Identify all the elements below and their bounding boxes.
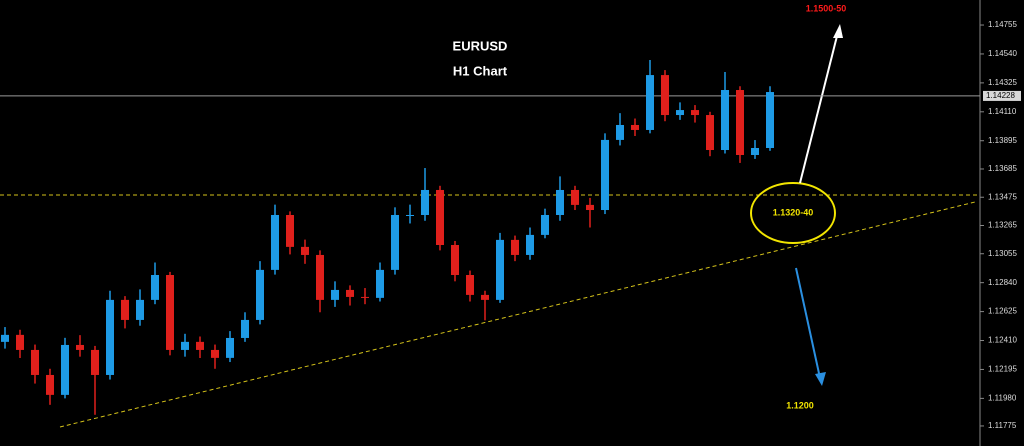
candle-body (46, 374, 54, 395)
trend-line (59, 201, 976, 428)
candle-body (391, 214, 399, 270)
annotation: 1.1320-40 (773, 207, 814, 217)
candle-body (661, 75, 669, 116)
y-tick-label: 1.13055 (988, 249, 1017, 258)
y-tick-label: 1.12840 (988, 278, 1017, 287)
candle-body (166, 274, 174, 350)
candle-body (1, 334, 9, 342)
candle-body (196, 341, 204, 350)
candle-body (571, 189, 579, 205)
y-tick-label: 1.14755 (988, 20, 1017, 29)
up-arrow (799, 24, 843, 184)
candle-body (751, 147, 759, 155)
y-tick-label: 1.14110 (988, 107, 1017, 116)
chart-subtitle: H1 Chart (453, 63, 508, 78)
candle-body (361, 296, 369, 298)
candle-body (271, 214, 279, 270)
candle-body (541, 214, 549, 235)
candle-body (61, 344, 69, 395)
y-tick-label: 1.11775 (988, 421, 1017, 430)
y-tick-label: 1.14540 (988, 49, 1017, 58)
candle-body (106, 299, 114, 375)
candle-body (241, 319, 249, 338)
candle-body (451, 244, 459, 275)
candle-body (376, 269, 384, 298)
last-price-box (983, 90, 1021, 101)
candle-body (481, 294, 489, 300)
candle-body (76, 344, 84, 350)
candle-body (616, 124, 624, 140)
candle-body (331, 289, 339, 300)
y-tick-label: 1.12625 (988, 307, 1017, 316)
y-tick-label: 1.13265 (988, 221, 1017, 230)
y-tick-label: 1.12410 (988, 336, 1017, 345)
candle-body (301, 246, 309, 255)
candle-body (151, 274, 159, 300)
candle-body (421, 189, 429, 215)
annotation: 1.1500-50 (806, 3, 847, 13)
support-circle (750, 182, 836, 244)
candle-body (631, 124, 639, 130)
annotation: 1.1200 (786, 400, 814, 410)
candle-body (211, 349, 219, 358)
candle-body (136, 299, 144, 320)
candle-body (436, 189, 444, 245)
candle-body (646, 75, 654, 130)
candle-body (676, 110, 684, 116)
y-tick-label: 1.13475 (988, 192, 1017, 201)
candle-body (466, 274, 474, 295)
candle-body (511, 239, 519, 255)
candle-body (691, 110, 699, 116)
y-tick-label: 1.14325 (988, 78, 1017, 87)
candle-body (256, 269, 264, 320)
candle-body (31, 349, 39, 375)
candle-body (226, 337, 234, 358)
candle-body (406, 214, 414, 216)
candle-body (526, 234, 534, 255)
candle-body (121, 299, 129, 320)
candle-body (16, 334, 24, 350)
last-price-label: 1.14228 (986, 91, 1015, 100)
candle-body (766, 92, 774, 148)
candle-body (721, 90, 729, 151)
candle-body (346, 289, 354, 297)
candle-body (556, 189, 564, 215)
candle-body (286, 214, 294, 247)
candle-body (181, 341, 189, 350)
y-tick-label: 1.11980 (988, 393, 1017, 402)
y-tick-label: 1.13895 (988, 136, 1017, 145)
y-tick-label: 1.12195 (988, 365, 1017, 374)
candle-body (736, 90, 744, 155)
candle-body (316, 254, 324, 300)
candle-body (601, 139, 609, 211)
chart-title: EURUSD (453, 38, 508, 53)
down-arrow (795, 267, 826, 386)
y-tick-label: 1.13685 (988, 164, 1017, 173)
candle-body (91, 349, 99, 375)
candle-body (496, 239, 504, 300)
candle-body (586, 204, 594, 211)
candle-body (706, 115, 714, 151)
